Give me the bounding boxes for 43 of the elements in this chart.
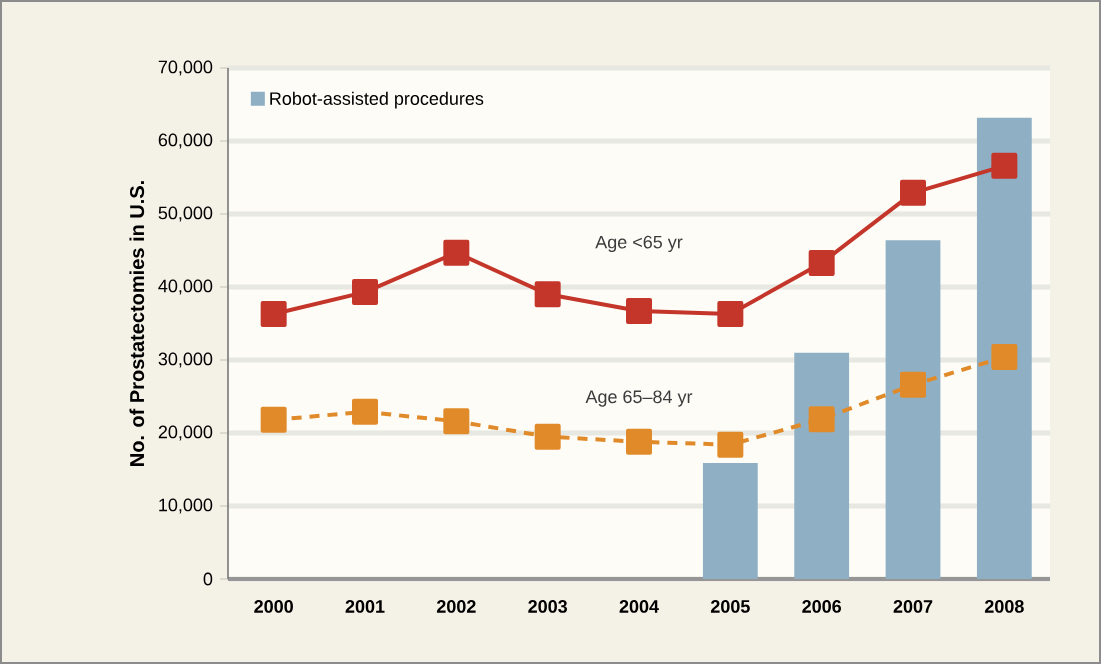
point [991, 344, 1018, 371]
point [717, 431, 744, 458]
y-tick-label: 10,000 [159, 498, 213, 514]
x-tick-label: 2002 [436, 600, 476, 613]
point [352, 279, 378, 306]
bar [976, 117, 1032, 579]
text: Age <65 yr [595, 235, 683, 253]
bar [794, 352, 850, 579]
point [991, 152, 1018, 179]
y-tick-label: 60,000 [158, 133, 213, 149]
series-label: Age 65–84 yr [585, 390, 693, 407]
point [808, 249, 835, 276]
x-tick-label: 2000 [254, 600, 293, 613]
y-tick-label: 50,000 [158, 206, 213, 222]
bar [702, 462, 758, 579]
y-tick-label: 40,000 [158, 279, 213, 295]
point [443, 408, 470, 435]
y-tick-label: 0 [203, 572, 213, 586]
x-tick-label: 2005 [710, 600, 750, 613]
y-tick-label: 30,000 [158, 352, 213, 368]
point [534, 281, 561, 308]
x-tick-label: 2001 [345, 600, 385, 613]
point [352, 398, 378, 425]
point [900, 179, 927, 206]
bar [885, 240, 941, 579]
point [808, 406, 835, 433]
point [717, 301, 744, 328]
point [260, 406, 287, 433]
x-tick-label: 2006 [802, 600, 842, 613]
x-tick-label: 2004 [619, 600, 659, 613]
point [443, 239, 470, 266]
y-axis-title: No. of Prostatectomies in U.S. [129, 181, 145, 466]
legend-label: Robot-assisted procedures [270, 91, 484, 109]
y-tick-label: 20,000 [158, 425, 213, 441]
y-tick-label: 70,000 [158, 60, 213, 76]
x-tick-label: 2008 [984, 600, 1024, 613]
point [260, 301, 287, 328]
point [626, 428, 653, 455]
point [900, 371, 927, 398]
point [626, 298, 653, 325]
x-tick-label: 2007 [893, 600, 933, 613]
point [534, 423, 561, 450]
x-tick-label: 2003 [528, 600, 568, 613]
